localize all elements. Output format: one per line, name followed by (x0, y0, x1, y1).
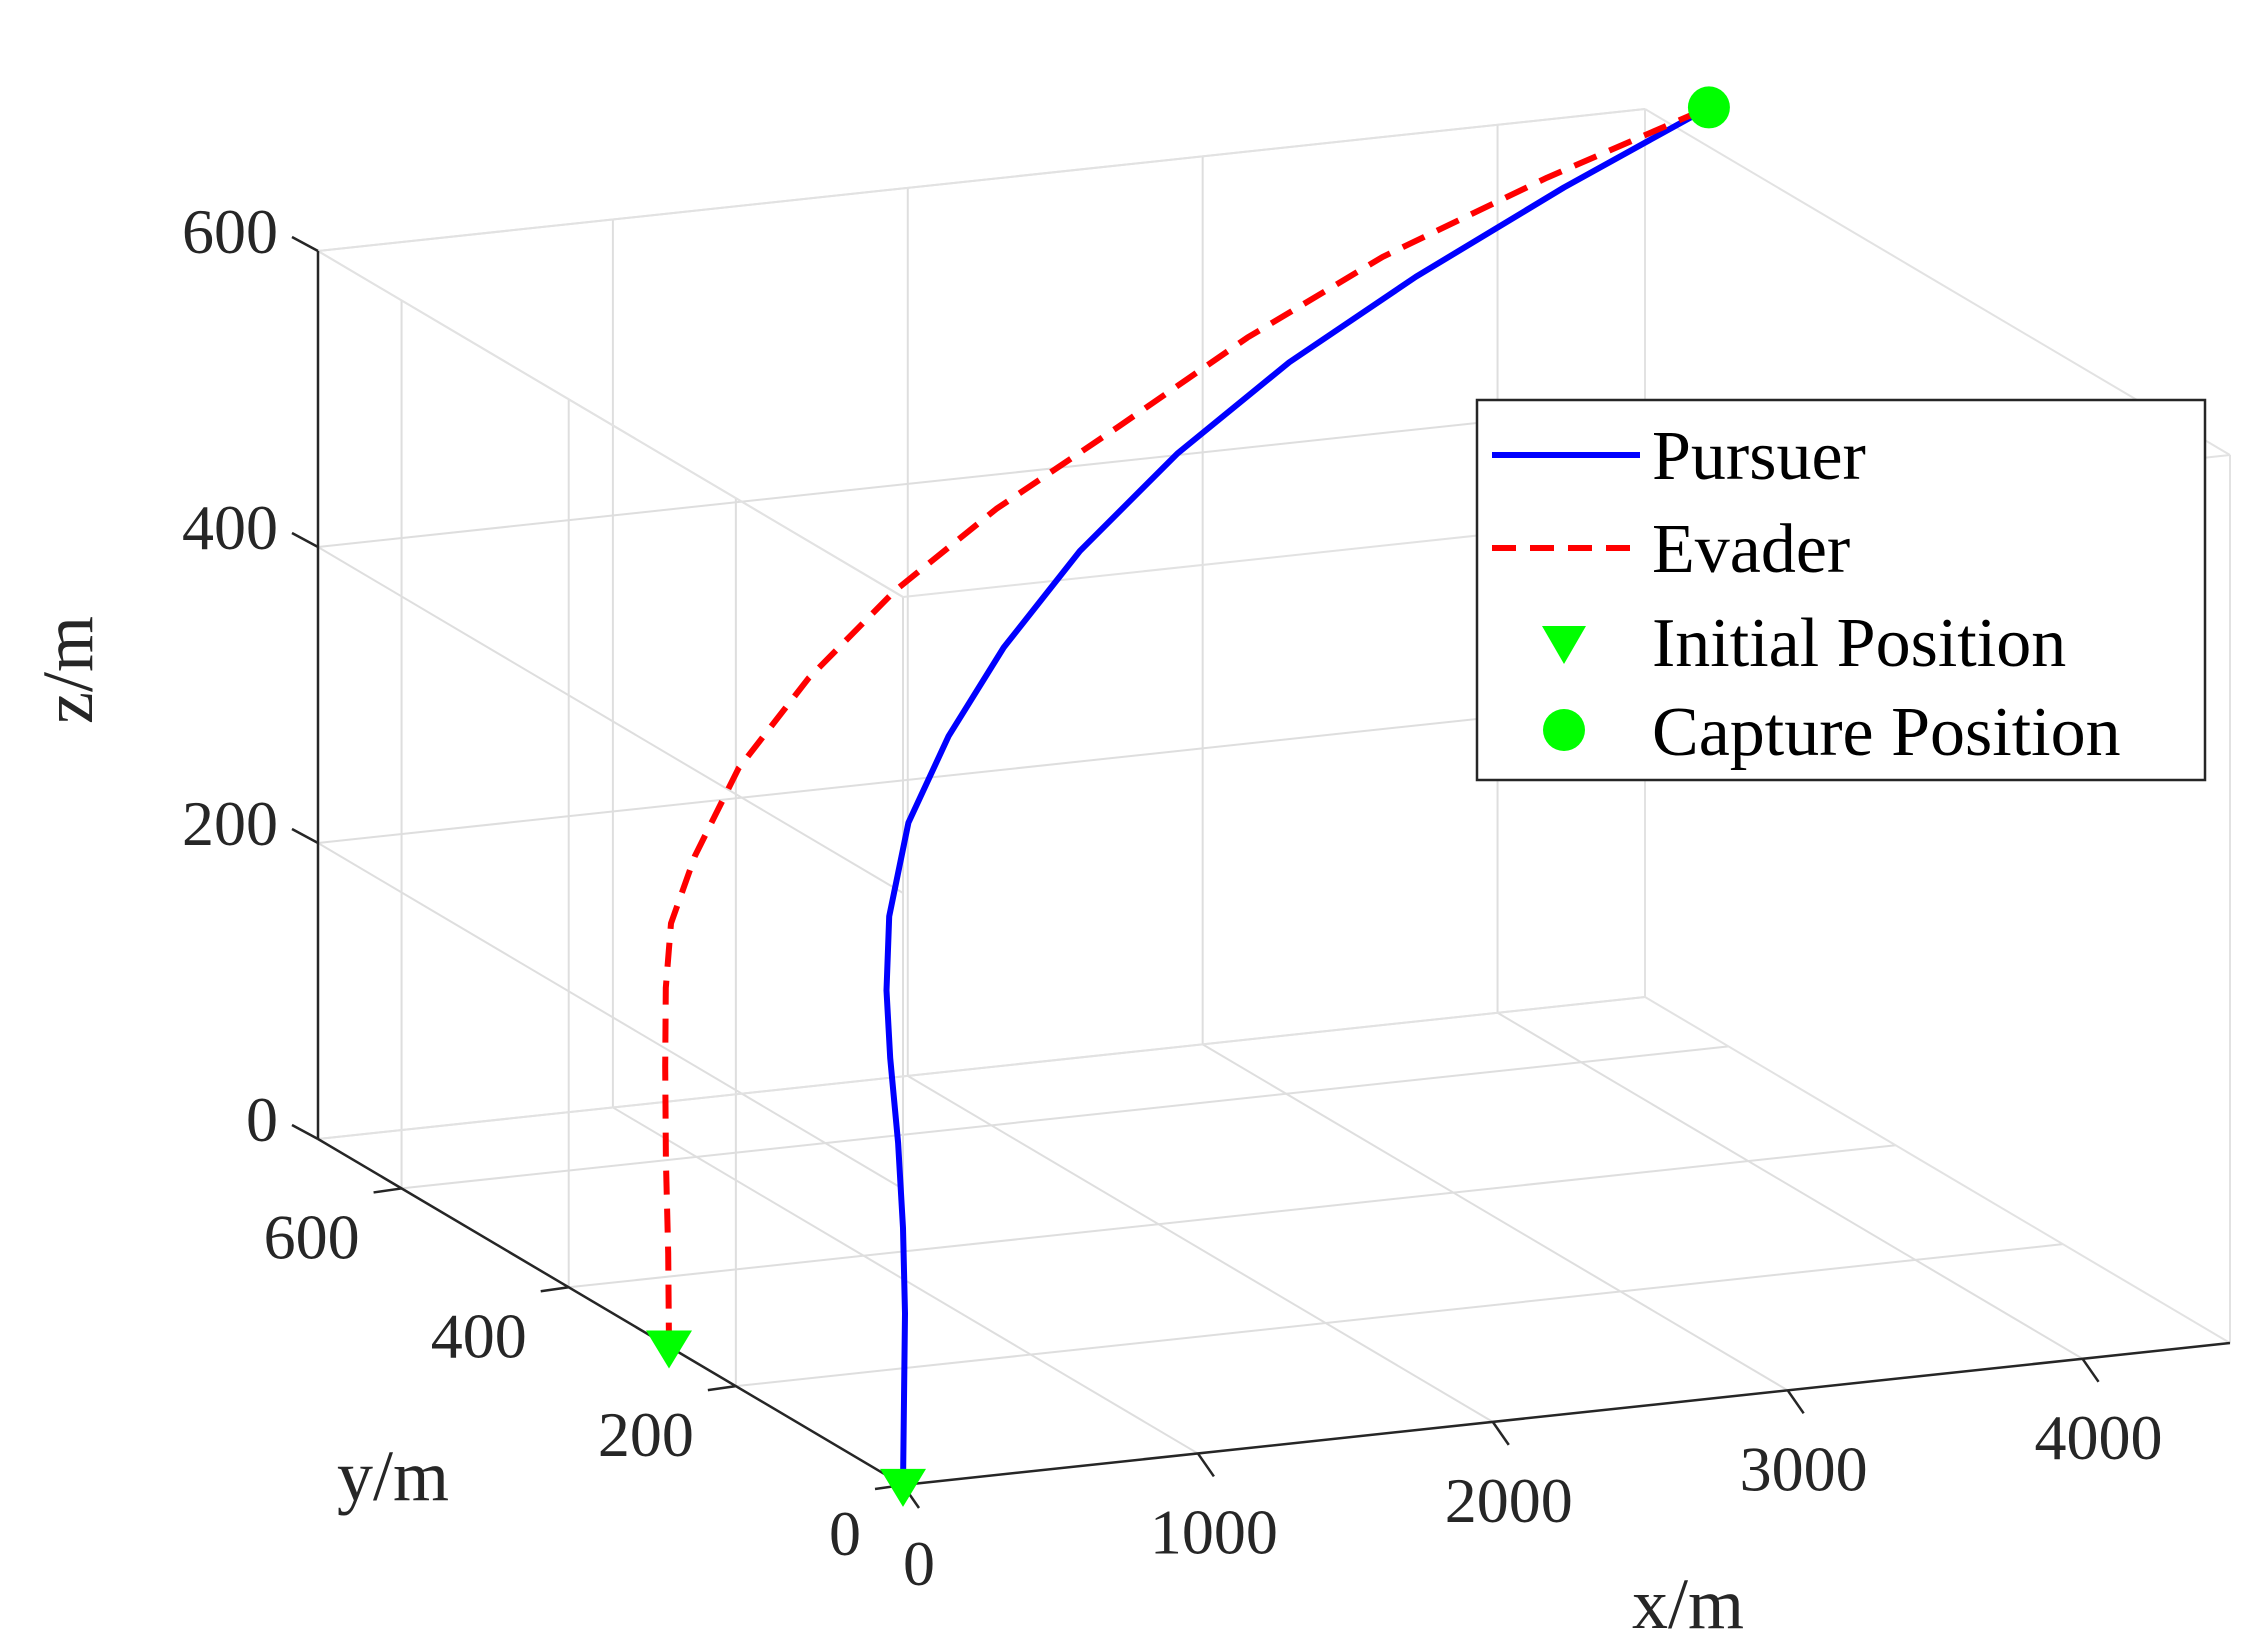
y-tick-mark-3 (373, 1187, 402, 1194)
z-tick-mark-1 (291, 827, 319, 845)
grid-line-z-side-1 (317, 842, 904, 1190)
series-line-evader (662, 104, 1711, 1347)
x-tick-label-3: 3000 (1740, 1433, 1868, 1504)
legend: Pursuer Evader Initial Position Capture … (1475, 398, 2207, 782)
box-edge-5 (317, 108, 1646, 252)
z-axis-label: z/m (28, 616, 108, 724)
y-axis-label: y/m (337, 1436, 449, 1516)
box-edge-0 (317, 996, 1646, 1140)
grid-line-x-floor-4 (1497, 1011, 2084, 1360)
grid-line-x-floor-2 (907, 1075, 1494, 1423)
series-line-pursuer (883, 104, 1712, 1488)
legend-marker-initial (1542, 626, 1586, 664)
grid-line-z-back-2 (317, 404, 1646, 548)
z-tick-label-3: 600 (182, 196, 278, 267)
y-tick-label-0: 0 (829, 1498, 861, 1569)
y-tick-label-3: 600 (264, 1201, 360, 1272)
legend-box (1475, 398, 2207, 782)
grid-line-y-floor-1 (735, 1243, 2063, 1388)
marker-capture-position-0 (1687, 86, 1730, 129)
z-tick-label-2: 400 (182, 492, 278, 563)
marker-initial-position-0 (880, 1468, 926, 1507)
y-tick-label-1: 200 (598, 1399, 694, 1470)
box-edge-4 (317, 250, 904, 598)
grid-line-y-floor-2 (568, 1144, 1896, 1289)
legend-label-pursuer: Pursuer (1652, 418, 1866, 495)
x-axis-line (902, 1341, 2231, 1487)
x-axis-label: x/m (1632, 1564, 1744, 1644)
legend-label-capture: Capture Position (1652, 694, 2121, 771)
z-tick-mark-0 (291, 1123, 319, 1141)
y-tick-label-2: 400 (431, 1300, 527, 1371)
y-axis-line (317, 1137, 904, 1487)
axes-box (291, 108, 2231, 1509)
z-tick-label-0: 0 (246, 1084, 278, 1155)
x-tick-mark-2 (1491, 1421, 1510, 1446)
legend-marker-capture (1543, 709, 1585, 751)
legend-label-initial: Initial Position (1652, 605, 2066, 682)
x-tick-label-1: 1000 (1150, 1496, 1278, 1567)
tick-labels: 0 1000 2000 3000 4000 0 200 400 600 0 200 400 600 (182, 196, 2163, 1599)
grid-line-z-side-2 (317, 546, 904, 894)
x-tick-label-4: 4000 (2035, 1402, 2163, 1473)
z-tick-label-1: 200 (182, 788, 278, 859)
grid-line-z-back-1 (317, 700, 1646, 844)
series-layer (646, 86, 1730, 1507)
x-tick-mark-4 (2081, 1358, 2100, 1383)
marker-initial-position-1 (646, 1330, 692, 1369)
legend-label-evader: Evader (1652, 511, 1850, 588)
x-tick-label-2: 2000 (1445, 1465, 1573, 1536)
z-tick-mark-2 (291, 531, 319, 549)
z-tick-mark-3 (291, 235, 319, 253)
grid-layer (317, 108, 2231, 1486)
box-edge-8 (1644, 108, 2231, 456)
box-edge-1 (1644, 996, 2231, 1344)
grid-line-y-floor-3 (401, 1045, 1729, 1190)
grid-line-x-floor-3 (1202, 1043, 1789, 1392)
x-tick-label-0: 0 (903, 1528, 935, 1599)
x-tick-mark-3 (1786, 1389, 1805, 1415)
y-tick-mark-1 (707, 1384, 737, 1392)
x-tick-mark-1 (1196, 1452, 1215, 1478)
y-tick-mark-2 (540, 1286, 569, 1293)
